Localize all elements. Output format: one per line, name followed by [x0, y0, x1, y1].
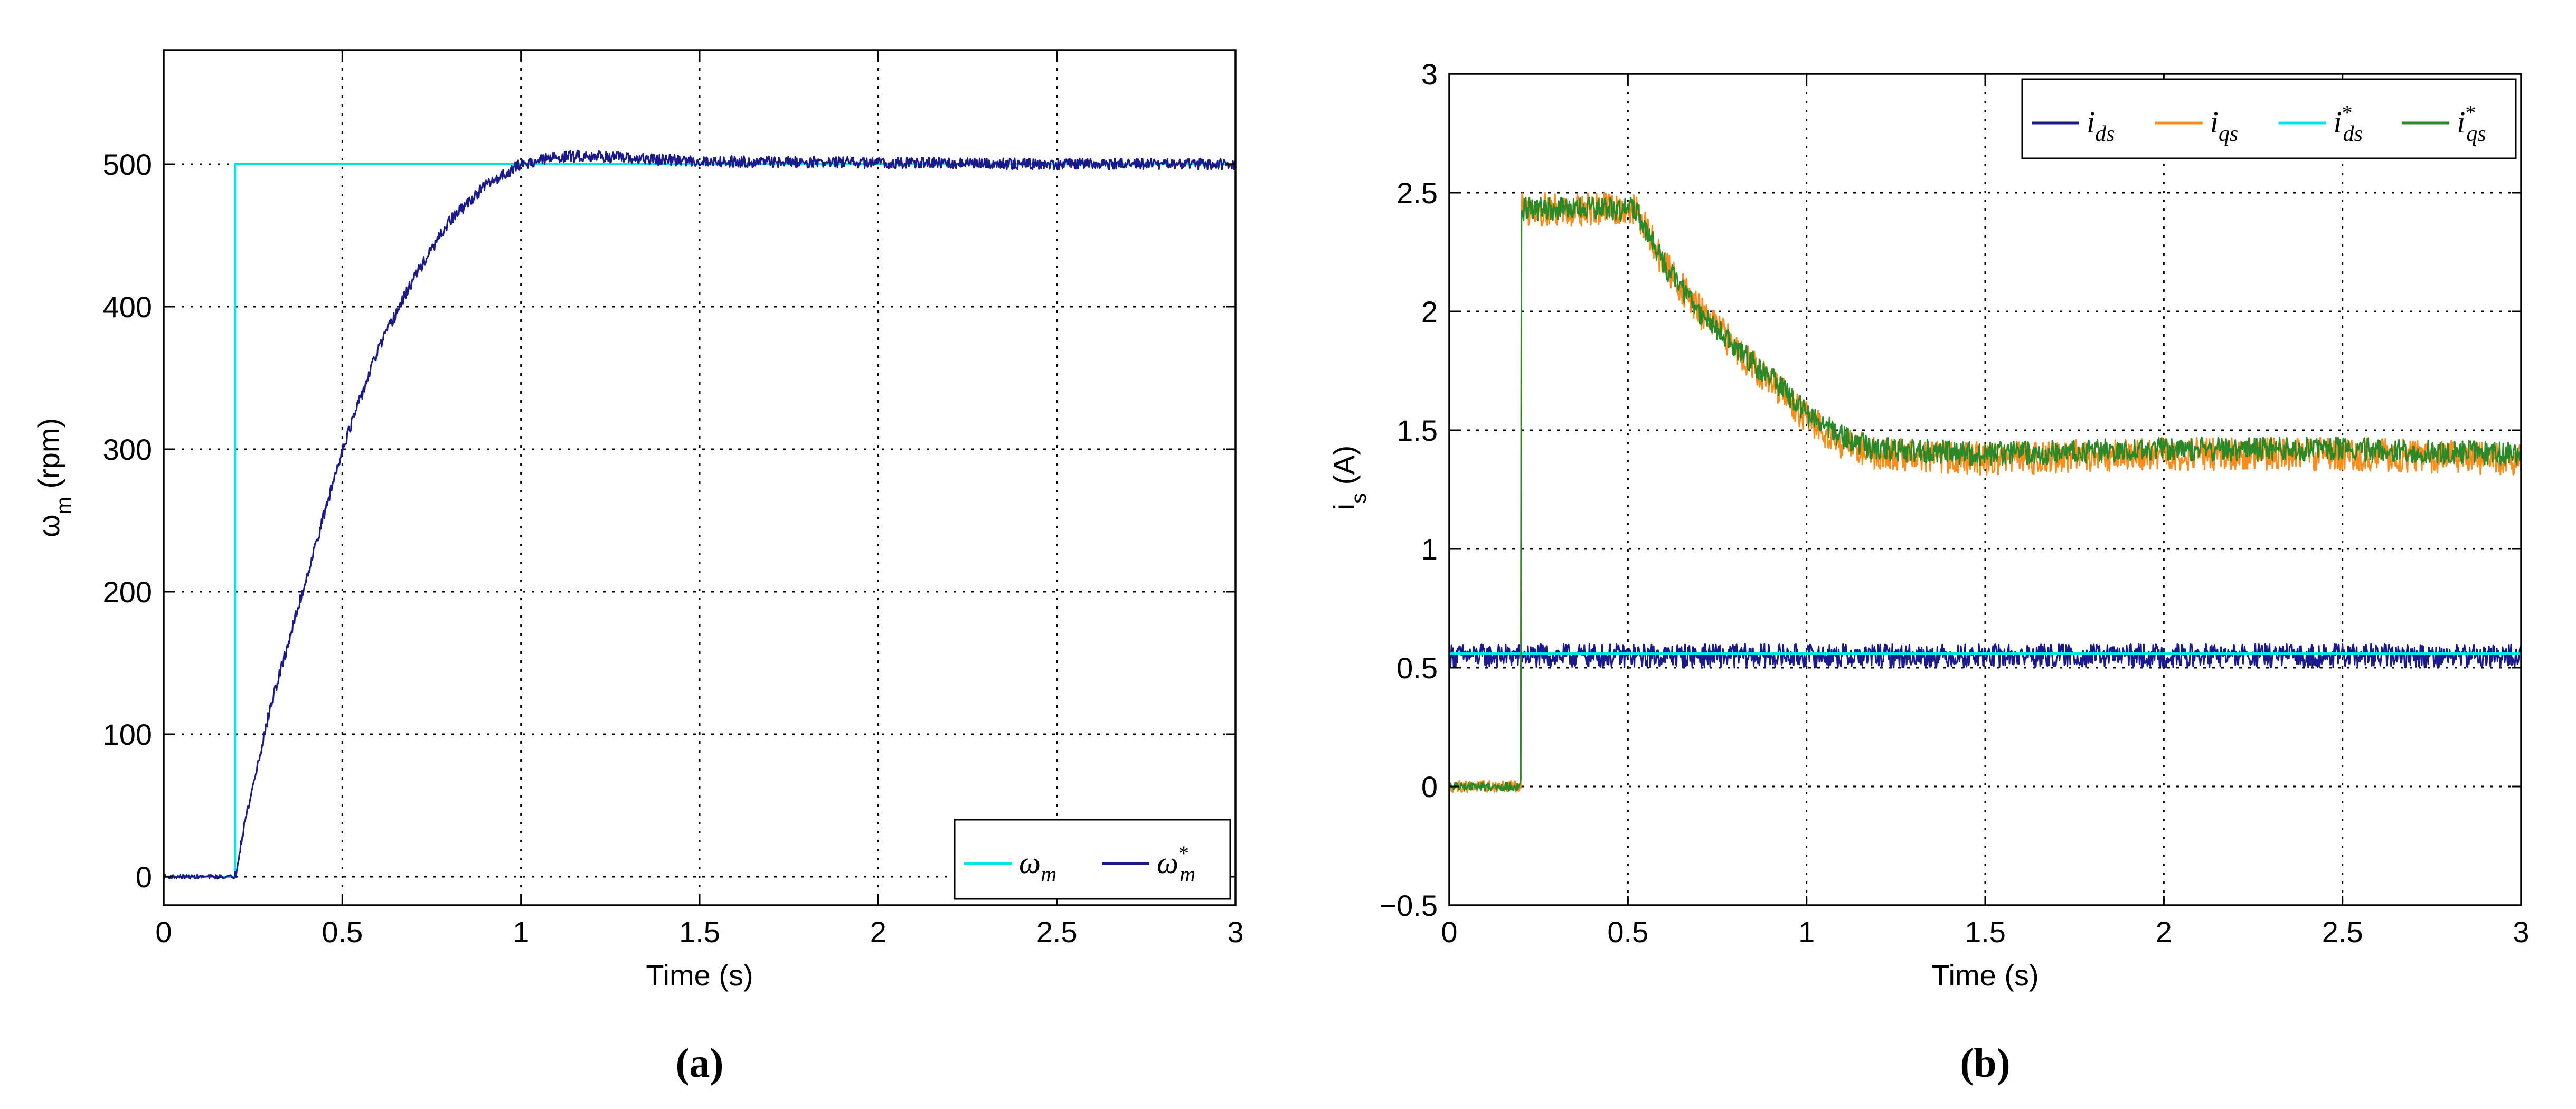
- grid-a: [164, 50, 1235, 905]
- y-tick-label: −0.5: [1379, 889, 1438, 922]
- x-tick-label: 2.5: [1036, 915, 1078, 949]
- y-tick-label: 2.5: [1396, 176, 1438, 210]
- y-axis-label-a: ωm (rpm): [32, 418, 76, 537]
- y-tick-label: 2: [1421, 295, 1438, 328]
- legend-label: i* qs: [2457, 101, 2486, 146]
- y-tick-label: 0.5: [1396, 651, 1438, 685]
- y-tick-label: 500: [103, 148, 152, 181]
- y-tick-label: 3: [1421, 58, 1438, 91]
- y-axis-label-b: is (A): [1327, 446, 1371, 510]
- x-tick-label: 0: [1441, 915, 1457, 949]
- x-ticks-a: 0 0.5 1 1.5 2 2.5 3: [155, 50, 1244, 949]
- legend-label: ωm: [1019, 846, 1056, 887]
- legend-box: [954, 819, 1231, 900]
- legend-label: i* ds: [2334, 101, 2363, 146]
- x-tick-label: 1.5: [1965, 915, 2006, 949]
- series-line-iqs: [1449, 196, 2521, 792]
- y-axis-label-a-text: ωm (rpm): [32, 418, 76, 537]
- grid-b: [1449, 74, 2521, 905]
- legend-box: [2021, 78, 2517, 159]
- y-tick-label: 400: [103, 290, 152, 324]
- x-tick-label: 3: [1227, 915, 1243, 949]
- x-tick-label: 0.5: [1607, 915, 1648, 949]
- y-ticks-a: 0 100 200 300 400 500: [103, 148, 1235, 894]
- series-line-ids: [1449, 643, 2521, 669]
- y-tick-label: 1.5: [1396, 414, 1438, 447]
- caption-b: (b): [1960, 1040, 2010, 1086]
- x-tick-label: 0.5: [322, 915, 363, 949]
- caption-a: (a): [676, 1040, 724, 1086]
- x-tick-label: 0: [155, 915, 172, 949]
- legend-b: ids iqs i* ds i* qs: [2021, 78, 2517, 159]
- panel-b-current-chart: 0 0.5 1 1.5 2 2.5 3 −0.500.511.522.53 Time (s)…: [1327, 58, 2530, 1086]
- y-tick-label: 1: [1421, 533, 1438, 566]
- series-b: [1449, 192, 2521, 793]
- legend-label: iqs: [2210, 105, 2238, 146]
- legend-a: ωm ω* m: [954, 819, 1231, 900]
- y-tick-label: 300: [103, 433, 152, 466]
- x-tick-label: 1: [1798, 915, 1815, 949]
- x-ticks-b: 0 0.5 1 1.5 2 2.5 3: [1441, 74, 2530, 949]
- series-line-m: [164, 150, 1235, 880]
- x-tick-label: 2: [870, 915, 886, 949]
- y-tick-label: 100: [103, 718, 152, 751]
- legend-label: ids: [2087, 105, 2115, 146]
- y-axis-label-b-text: is (A): [1327, 446, 1371, 510]
- y-tick-label: 0: [1421, 770, 1438, 803]
- x-tick-label: 3: [2513, 915, 2529, 949]
- x-axis-label-a: Time (s): [646, 959, 753, 992]
- x-tick-label: 1: [513, 915, 529, 949]
- legend-label: ω* m: [1157, 841, 1195, 887]
- x-tick-label: 2.5: [2322, 915, 2363, 949]
- series-a: [164, 150, 1235, 880]
- y-tick-label: 200: [103, 575, 152, 609]
- x-axis-label-b: Time (s): [1931, 959, 2039, 992]
- x-tick-label: 2: [2156, 915, 2172, 949]
- x-tick-label: 1.5: [679, 915, 720, 949]
- y-ticks-b: −0.5 0 0.5 1 1.5 2 2.5 3: [1379, 58, 2521, 922]
- y-tick-label: 0: [136, 860, 152, 894]
